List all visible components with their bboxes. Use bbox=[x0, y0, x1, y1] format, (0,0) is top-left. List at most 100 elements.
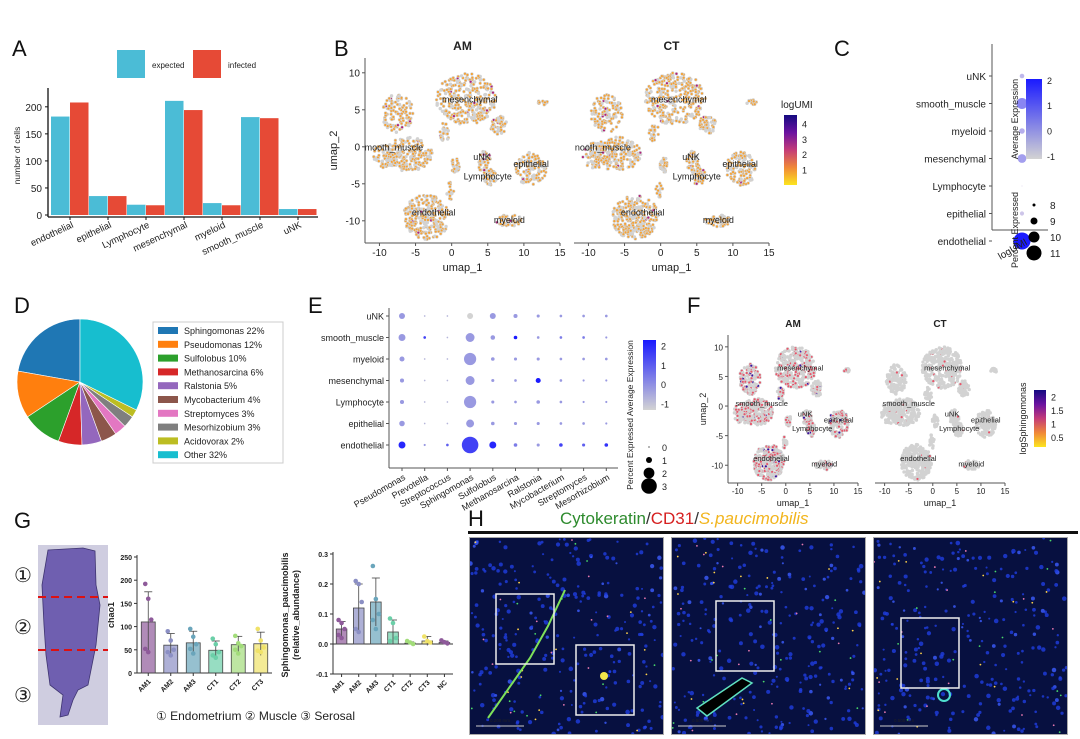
umap-cell-expr bbox=[526, 165, 529, 168]
umap-cell-expr bbox=[680, 72, 684, 76]
umap-cell-expr bbox=[458, 84, 461, 88]
umap-cell-expr bbox=[459, 111, 462, 114]
umap-cell-expr bbox=[503, 221, 506, 224]
umap-cell-expr bbox=[384, 144, 387, 147]
umap-cell-expr bbox=[671, 122, 674, 125]
umap-cell-expr bbox=[519, 173, 522, 176]
bar-infected-Lymphocyte bbox=[146, 205, 165, 215]
umap-cell bbox=[423, 208, 428, 213]
legend-label: Pseudomonas 12% bbox=[184, 340, 262, 350]
umap-cell-expr bbox=[689, 81, 692, 84]
umap-cell bbox=[396, 149, 400, 153]
umap-cell-expr bbox=[390, 102, 393, 105]
umap-cell-expr bbox=[384, 123, 387, 127]
umap-cell-expr bbox=[687, 166, 690, 170]
umap-cell bbox=[658, 165, 663, 170]
umap-cell-expr bbox=[674, 85, 677, 88]
dot-uNK-Ralstonia bbox=[536, 314, 540, 318]
umap-cell-expr bbox=[538, 179, 541, 182]
umap-cell-expr bbox=[448, 98, 451, 101]
umap-cell-expr bbox=[466, 73, 469, 76]
umap-cell bbox=[444, 224, 448, 229]
umap-cell-expr bbox=[420, 232, 423, 235]
umap-cell-expr bbox=[622, 233, 625, 236]
umap-cell-expr bbox=[647, 227, 650, 230]
legend-swatch bbox=[158, 437, 178, 445]
umap-cell-expr bbox=[624, 152, 627, 156]
umap-cell-expr bbox=[484, 175, 487, 178]
umap-cell bbox=[614, 115, 618, 119]
umap-cell-expr bbox=[601, 122, 604, 126]
umap-cell-expr bbox=[449, 116, 453, 119]
umap-cell bbox=[632, 235, 637, 239]
umap-cell-expr bbox=[427, 201, 430, 205]
umap-cell-expr bbox=[662, 158, 666, 161]
umap-cell-expr bbox=[597, 123, 600, 126]
umap-cell-expr bbox=[384, 118, 387, 121]
umap-cell-expr bbox=[624, 231, 627, 234]
panel-label-b: B bbox=[334, 36, 349, 61]
umap-cell bbox=[417, 216, 421, 220]
umap-cell bbox=[443, 112, 448, 116]
umap-cell-expr bbox=[644, 235, 647, 238]
umap-cell-expr bbox=[621, 219, 624, 222]
umap-cell-expr bbox=[458, 89, 461, 92]
umap-cell bbox=[468, 99, 472, 103]
umap-cell-expr bbox=[456, 159, 459, 162]
umap-cell bbox=[452, 94, 456, 98]
umap-cell-expr bbox=[384, 111, 387, 115]
umap-cell-expr bbox=[426, 218, 430, 222]
umap-cell-expr bbox=[479, 82, 482, 85]
umap-cell-expr bbox=[695, 84, 698, 87]
umap-cell-expr bbox=[439, 130, 442, 134]
umap-cell-expr bbox=[656, 189, 660, 192]
umap-cell-expr bbox=[423, 218, 427, 221]
umap-cell-expr bbox=[516, 169, 520, 173]
umap-cell-expr bbox=[408, 142, 411, 145]
umap-cell-expr bbox=[414, 217, 417, 220]
umap-cell-expr bbox=[593, 107, 596, 110]
umap-cell bbox=[440, 137, 444, 142]
umap-cell-expr bbox=[392, 127, 396, 131]
umap-cell-expr bbox=[454, 120, 457, 124]
umap-cell-expr bbox=[479, 159, 482, 163]
umap-cell bbox=[636, 152, 640, 157]
umap-cell-expr bbox=[647, 109, 650, 112]
y-tick-label: 5 bbox=[354, 105, 360, 116]
umap-cell-expr bbox=[382, 106, 385, 109]
umap-cell-expr bbox=[715, 225, 719, 228]
umap-cell-expr bbox=[702, 126, 705, 129]
umap-cell-expr bbox=[670, 113, 674, 116]
umap-cell bbox=[464, 87, 469, 91]
size-legend-label: 8 bbox=[1050, 201, 1056, 212]
umap-cell bbox=[485, 114, 490, 119]
legend-label: Ralstonia 5% bbox=[184, 381, 237, 391]
umap-cell bbox=[745, 101, 749, 106]
umap-cell bbox=[459, 74, 464, 78]
umap-cell-expr bbox=[439, 203, 442, 206]
umap-cell bbox=[677, 81, 681, 86]
y-tick-label: uNK bbox=[366, 312, 384, 322]
umap-cell bbox=[533, 163, 538, 167]
umap-cell-expr bbox=[486, 178, 489, 181]
umap-cell-expr bbox=[459, 121, 462, 125]
umap-cell-expr bbox=[488, 93, 491, 97]
umap-cell-expr bbox=[389, 125, 393, 128]
umap-cell-expr bbox=[692, 117, 696, 120]
umap-cell bbox=[415, 137, 420, 141]
umap-cell-expr bbox=[471, 89, 474, 92]
umap-cell-expr bbox=[507, 223, 510, 226]
umap-cell-expr bbox=[657, 133, 660, 136]
umap-cell-expr bbox=[656, 104, 659, 108]
umap-cell-expr bbox=[686, 112, 689, 116]
umap-cell-expr bbox=[603, 110, 606, 113]
umap-cell bbox=[647, 224, 651, 228]
umap-cell bbox=[474, 108, 479, 112]
umap-cell-expr bbox=[644, 226, 648, 230]
umap-cell-expr bbox=[413, 212, 417, 216]
umap-cell-expr bbox=[658, 193, 661, 196]
umap-cell bbox=[448, 82, 453, 86]
umap-cell-expr bbox=[611, 147, 614, 150]
umap-cell-expr bbox=[615, 153, 618, 156]
umap-cell-expr bbox=[488, 157, 491, 160]
